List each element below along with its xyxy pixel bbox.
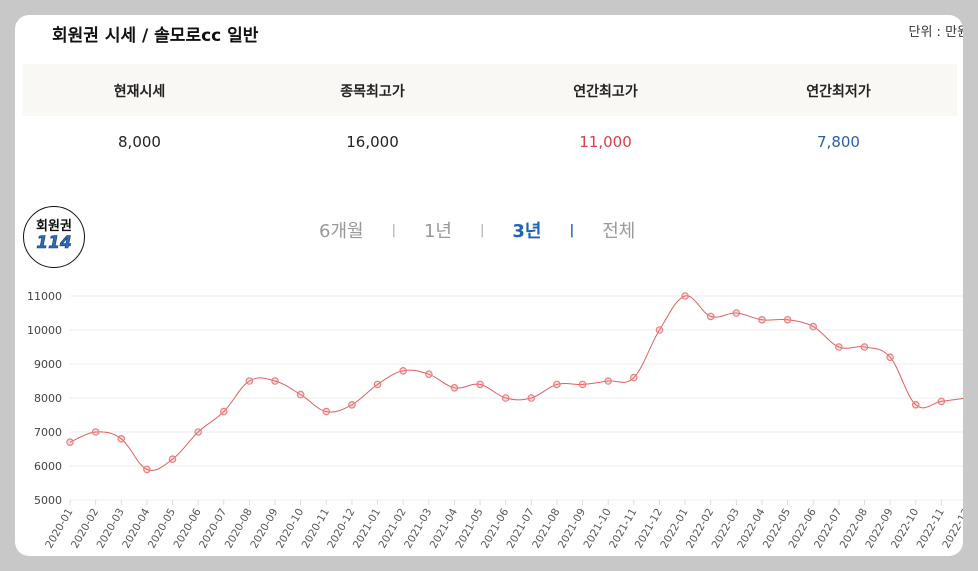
data-point (476, 380, 484, 389)
data-point (91, 428, 100, 436)
y-tick-label: 9000 (34, 358, 62, 371)
data-point (194, 428, 202, 436)
tab-separator: | (391, 222, 396, 238)
data-point (271, 377, 279, 385)
y-tick-label: 7000 (34, 426, 62, 439)
data-point (886, 353, 894, 362)
summary-header-row (23, 64, 957, 116)
period-tabs: 6개월 | 1년 | 3년 | 전체 (315, 215, 639, 245)
data-point (424, 370, 433, 379)
data-point (399, 366, 407, 375)
y-tick-label: 5000 (34, 494, 62, 507)
y-tick-label: 8000 (34, 392, 62, 405)
data-point (860, 343, 869, 351)
data-point (911, 400, 920, 409)
data-point (143, 465, 151, 474)
tab-6-months[interactable]: 6개월 (319, 221, 364, 242)
data-point (66, 438, 74, 447)
stat-header-all-time-high: 종목최고가 (340, 84, 405, 100)
badge-text-top: 회원권 (36, 219, 72, 234)
data-point (630, 373, 638, 382)
data-point (245, 377, 254, 385)
price-line-chart: 5000600070008000900010000110002020-01202… (27, 290, 963, 550)
data-point (501, 394, 510, 402)
y-tick-label: 11000 (27, 290, 62, 303)
data-point (553, 380, 561, 389)
data-point (373, 380, 382, 389)
price-card: 회원권 시세 / 솔모로cc 일반 단위 : 만원 현재시세 종목최고가 연간최… (15, 15, 963, 556)
series-line (69, 295, 963, 471)
stat-header-annual-low: 연간최저가 (806, 84, 871, 100)
stat-header-annual-high: 연간최고가 (573, 84, 638, 100)
data-point (732, 309, 741, 317)
data-point (578, 380, 587, 389)
data-point (168, 455, 177, 464)
stat-header-current: 현재시세 (113, 84, 166, 100)
data-point (450, 383, 459, 392)
data-point (322, 407, 331, 416)
y-tick-label: 6000 (34, 460, 62, 473)
stat-value-current: 8,000 (118, 133, 161, 151)
data-point (655, 326, 664, 334)
y-tick-label: 10000 (27, 324, 62, 337)
data-point (937, 397, 946, 406)
tab-3-years[interactable]: 3년 (512, 221, 542, 242)
tab-separator: | (569, 222, 575, 238)
page-title: 회원권 시세 / 솔모로cc 일반 (52, 26, 259, 46)
brand-badge-logo: 회원권 114 (23, 206, 85, 268)
data-point (296, 390, 305, 399)
data-point (706, 312, 715, 321)
data-point (809, 322, 818, 331)
data-point (681, 292, 689, 300)
stat-value-annual-high: 11,000 (579, 133, 632, 151)
tab-all[interactable]: 전체 (602, 221, 636, 242)
data-point (527, 394, 536, 402)
data-point (348, 400, 356, 409)
data-point (783, 315, 792, 324)
data-point (117, 434, 126, 443)
tab-1-year[interactable]: 1년 (423, 221, 452, 242)
price-summary-table: 현재시세 종목최고가 연간최고가 연간최저가 8,000 16,000 11,0… (23, 64, 957, 167)
tab-separator: | (479, 222, 485, 238)
stat-value-annual-low: 7,800 (817, 133, 860, 151)
unit-label: 단위 : 만원 (908, 25, 964, 40)
badge-text-number: 114 (36, 233, 72, 254)
stat-value-all-time-high: 16,000 (346, 133, 399, 151)
data-point (219, 407, 228, 416)
data-point (835, 343, 843, 351)
data-point (758, 315, 766, 324)
data-point (604, 377, 613, 385)
